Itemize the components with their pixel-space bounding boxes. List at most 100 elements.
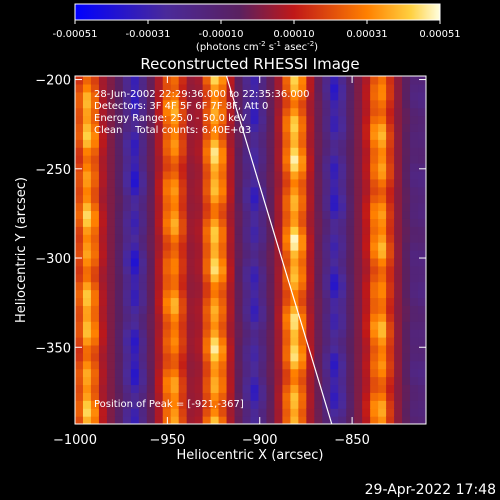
heatmap-cell xyxy=(314,155,323,164)
heatmap-cell xyxy=(75,257,84,267)
heatmap-cell xyxy=(194,376,204,386)
heatmap-cell xyxy=(226,392,236,401)
heatmap-cell xyxy=(82,297,92,306)
heatmap-cell xyxy=(418,234,426,243)
heatmap-cell xyxy=(226,91,236,101)
heatmap-cell xyxy=(98,329,108,338)
heatmap-cell xyxy=(250,226,260,235)
heatmap-cell xyxy=(114,368,124,378)
heatmap-cell xyxy=(106,360,116,370)
heatmap-cell xyxy=(250,368,260,378)
heatmap-cell xyxy=(130,376,140,386)
heatmap-cell xyxy=(322,123,331,132)
heatmap-cell xyxy=(386,218,395,227)
heatmap-cell xyxy=(122,163,132,172)
heatmap-cell xyxy=(378,321,387,330)
heatmap-cell xyxy=(226,273,236,283)
heatmap-cell xyxy=(386,408,395,417)
heatmap-cell xyxy=(146,76,156,85)
heatmap-cell xyxy=(298,416,307,424)
heatmap-cell xyxy=(234,76,244,85)
heatmap-cell xyxy=(178,115,188,125)
heatmap-cell xyxy=(122,250,132,259)
heatmap-cell xyxy=(322,313,331,322)
heatmap-cell xyxy=(210,91,220,101)
heatmap-cell xyxy=(370,115,379,125)
heatmap-cell xyxy=(386,337,395,346)
heatmap-cell xyxy=(186,242,196,251)
heatmap-cell xyxy=(338,202,347,212)
heatmap-cell xyxy=(290,273,299,283)
heatmap-cell xyxy=(146,210,156,219)
colorbar-tick-label: -0.00051 xyxy=(53,29,98,40)
heatmap-cell xyxy=(354,352,363,362)
heatmap-cell xyxy=(162,226,172,235)
heatmap-cell xyxy=(266,202,276,212)
heatmap-cell xyxy=(98,107,108,117)
heatmap-cell xyxy=(234,242,244,251)
heatmap-cell xyxy=(162,115,172,125)
heatmap-cell xyxy=(394,337,403,346)
heatmap-cell xyxy=(106,226,116,235)
heatmap-cell xyxy=(146,83,156,93)
heatmap-cell xyxy=(218,170,228,180)
heatmap-cell xyxy=(258,194,268,204)
heatmap-cell xyxy=(378,202,387,212)
heatmap-cell xyxy=(130,131,140,140)
heatmap-cell xyxy=(386,392,395,401)
heatmap-cell xyxy=(218,194,228,204)
heatmap-cell xyxy=(418,408,426,417)
heatmap-cell xyxy=(226,250,236,259)
heatmap-cell xyxy=(114,305,124,314)
heatmap-cell xyxy=(90,107,100,117)
heatmap-cell xyxy=(234,131,244,140)
heatmap-cell xyxy=(394,329,403,338)
heatmap-cell xyxy=(410,273,419,283)
heatmap-cell xyxy=(338,384,347,393)
heatmap-cell xyxy=(298,352,307,362)
heatmap-cell xyxy=(322,265,331,275)
heatmap-cell xyxy=(106,242,116,251)
heatmap-cell xyxy=(298,139,307,148)
heatmap-cell xyxy=(298,360,307,370)
heatmap-cell xyxy=(386,210,395,219)
heatmap-cell xyxy=(138,392,148,401)
heatmap-cell xyxy=(266,416,276,424)
heatmap-cell xyxy=(146,337,156,346)
heatmap-cell xyxy=(146,242,156,251)
heatmap-cell xyxy=(242,107,252,117)
heatmap-cell xyxy=(298,91,307,101)
heatmap-cell xyxy=(210,123,220,132)
heatmap-cell xyxy=(274,194,284,204)
heatmap-cell xyxy=(82,257,92,267)
heatmap-cell xyxy=(402,273,411,283)
heatmap-cell xyxy=(298,368,307,378)
heatmap-cell xyxy=(266,273,276,283)
heatmap-cell xyxy=(402,202,411,212)
heatmap-cell xyxy=(154,170,164,180)
heatmap-cell xyxy=(346,234,355,243)
heatmap-cell xyxy=(354,329,363,338)
heatmap-cell xyxy=(170,344,180,354)
heatmap-cell xyxy=(322,155,331,164)
heatmap-cell xyxy=(242,257,252,267)
heatmap-cell xyxy=(82,234,92,243)
heatmap-cell xyxy=(75,234,84,243)
heatmap-cell xyxy=(322,76,331,85)
heatmap-cell xyxy=(194,257,204,267)
heatmap-cell xyxy=(226,408,236,417)
heatmap-cell xyxy=(242,273,252,283)
heatmap-cell xyxy=(194,91,204,101)
heatmap-cell xyxy=(346,416,355,424)
heatmap-cell xyxy=(210,392,220,401)
x-tick-label: −950 xyxy=(150,433,186,448)
heatmap-cell xyxy=(98,163,108,172)
heatmap-cell xyxy=(394,297,403,306)
heatmap-cell xyxy=(250,281,260,291)
heatmap-cell xyxy=(186,344,196,354)
heatmap-cell xyxy=(178,344,188,354)
heatmap-cell xyxy=(138,202,148,212)
heatmap-cell xyxy=(314,115,323,125)
heatmap-cell xyxy=(394,384,403,393)
heatmap-cell xyxy=(306,344,315,354)
